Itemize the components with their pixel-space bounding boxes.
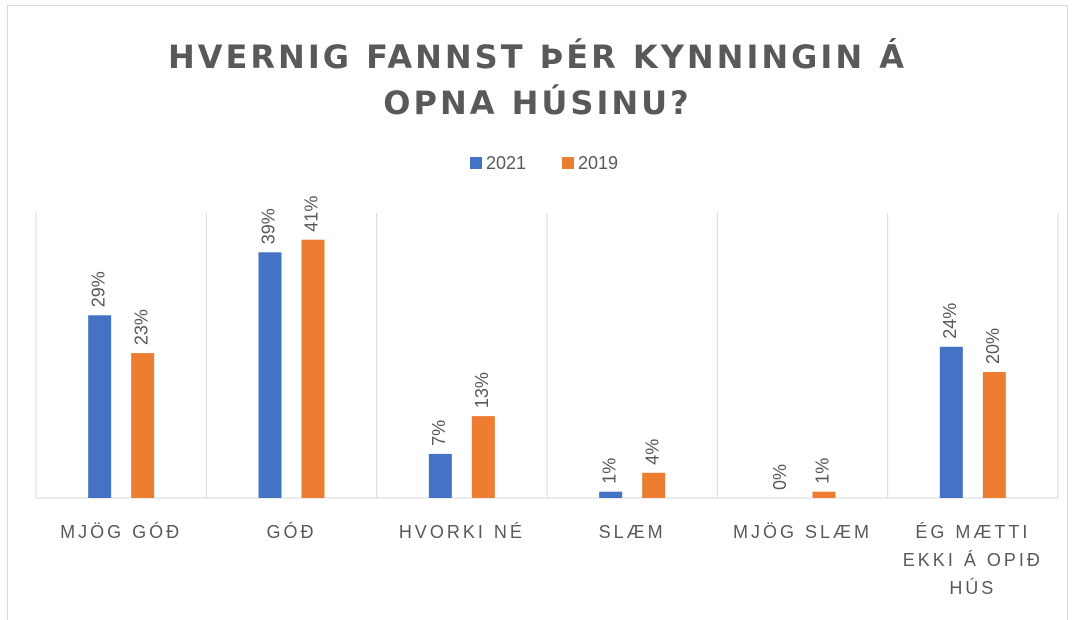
bar xyxy=(812,491,836,498)
chart-border xyxy=(7,5,1068,620)
data-label: 13% xyxy=(472,372,492,408)
data-label: 7% xyxy=(429,420,449,446)
bar xyxy=(982,372,1006,498)
x-tick-label: HVORKI NÉ xyxy=(398,522,525,542)
legend-label: 2021 xyxy=(486,153,526,173)
data-label: 23% xyxy=(131,309,151,345)
data-label: 24% xyxy=(940,303,960,339)
x-tick-label: MJÖG SLÆM xyxy=(732,522,872,542)
legend-swatch xyxy=(470,157,482,169)
data-label: 1% xyxy=(813,458,833,484)
bar xyxy=(428,453,452,498)
bar xyxy=(131,353,155,498)
bar xyxy=(258,252,282,498)
bar xyxy=(88,315,112,498)
legend-label: 2019 xyxy=(578,153,618,173)
legend-swatch xyxy=(562,157,574,169)
data-label: 29% xyxy=(88,271,108,307)
bar xyxy=(599,491,623,498)
x-tick-label: SLÆM xyxy=(598,522,666,542)
bar xyxy=(301,239,325,498)
data-label: 4% xyxy=(642,439,662,465)
bar xyxy=(642,472,666,498)
x-tick-label: ÉG MÆTTI EKKI Á OPIÐ HÚS xyxy=(902,522,1043,598)
data-label: 41% xyxy=(302,196,322,232)
x-tick-label: GÓÐ xyxy=(266,522,317,542)
data-label: 39% xyxy=(259,208,279,244)
bar xyxy=(471,416,495,498)
data-label: 0% xyxy=(770,464,790,490)
data-label: 1% xyxy=(599,458,619,484)
x-tick-label: MJÖG GÓÐ xyxy=(60,522,183,542)
chart-title: HVERNIG FANNST ÞÉR KYNNINGIN Á OPNA HÚSI… xyxy=(168,38,907,122)
bar xyxy=(939,346,963,498)
data-label: 20% xyxy=(983,328,1003,364)
